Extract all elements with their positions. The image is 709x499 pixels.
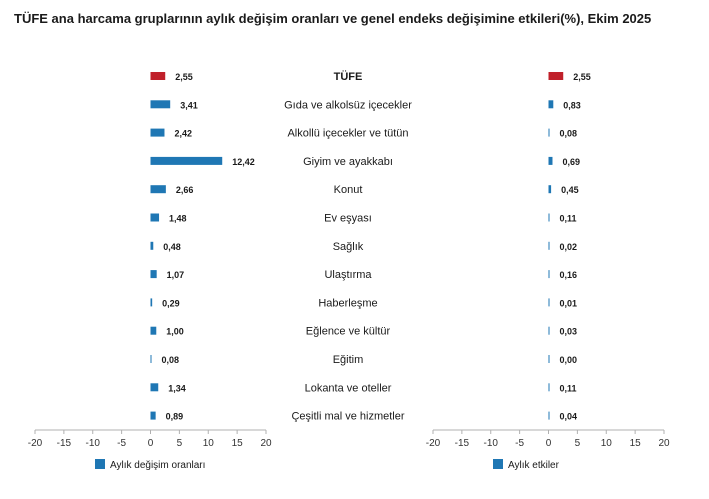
bar [150,241,154,250]
bar-value-label: 0,48 [163,242,181,252]
bar-value-label: 1,00 [166,327,184,337]
right-chart-monthly-effect: -20 -15 -10 -5 0 5 10 15 20 2,55 0,83 0,08 0,69 0,45 0… [426,72,670,471]
x-tick-label: 20 [260,438,272,449]
bar [548,383,550,392]
bar [548,241,550,250]
category-label: Giyim ve ayakkabı [303,156,393,168]
x-tick-label: -5 [515,438,524,449]
x-tick-label: 5 [575,438,581,449]
bar [548,213,550,222]
bar-value-label: 0,11 [560,383,577,393]
x-tick-label: 0 [148,438,154,449]
bar [548,355,550,363]
category-label: Sağlık [333,241,364,253]
bar [548,270,550,279]
x-tick-label: -20 [426,438,441,449]
category-label: Haberleşme [318,297,377,309]
x-tick-label: 10 [601,438,613,449]
bar-value-label: 2,66 [176,185,194,195]
category-label: Konut [334,184,363,196]
bar [548,326,550,335]
bar [150,355,152,363]
x-tick-label: -15 [57,438,72,449]
bar-value-label: 0,69 [562,157,580,167]
bar-value-label: 0,04 [560,412,578,422]
category-label: Ev eşyası [324,213,372,225]
category-labels: TÜFE Gıda ve alkolsüz içecekler Alkollü iç… [284,70,412,423]
bar-value-label: 1,34 [168,383,186,393]
bar-value-label: 0,29 [162,298,180,308]
category-label: Eğitim [333,354,364,366]
bar-value-label: 1,07 [167,270,185,280]
x-tick-label: 0 [546,438,552,449]
bar-value-label: 0,00 [560,355,578,365]
bar [150,270,157,279]
bar [150,72,166,80]
bar-value-label: 0,11 [560,214,577,224]
bar-value-label: 1,48 [169,214,187,224]
category-label: Gıda ve alkolsüz içecekler [284,99,412,111]
bar-value-label: 0,08 [162,355,180,365]
x-tick-label: 5 [177,438,183,449]
x-tick-label: -15 [455,438,470,449]
bar-value-label: 0,83 [563,100,581,110]
bar-value-label: 0,45 [561,185,579,195]
bar-value-label: 12,42 [232,157,255,167]
legend-label: Aylık etkiler [508,460,560,471]
category-label: Ulaştırma [324,269,372,281]
bar-value-label: 0,08 [560,129,578,139]
bar-value-label: 0,02 [560,242,578,252]
bar [150,411,156,420]
bar-value-label: 0,16 [560,270,578,280]
bar-value-label: 2,42 [174,129,192,139]
bar-value-label: 0,89 [166,412,184,422]
bar [548,72,564,80]
legend-label: Aylık değişim oranları [110,460,205,471]
category-label: Eğlence ve kültür [306,326,391,338]
bar [548,298,550,307]
left-chart-monthly-change: -20 -15 -10 -5 0 5 10 15 20 2,55 3,41 2,42 12,42 2,66… [28,72,272,471]
bar [150,213,160,222]
bar-value-label: 0,01 [560,298,578,308]
x-tick-label: 20 [658,438,670,449]
bar-value-label: 2,55 [573,72,591,82]
legend-swatch [493,459,503,469]
bar [548,100,554,109]
bar-value-label: 2,55 [175,72,193,82]
legend-swatch [95,459,105,469]
x-tick-label: -20 [28,438,43,449]
x-tick-label: -5 [117,438,126,449]
bar [548,156,553,165]
x-tick-label: -10 [484,438,499,449]
category-label: Alkollü içecekler ve tütün [287,128,408,140]
chart-title: TÜFE ana harcama gruplarının aylık değiş… [14,11,652,26]
bar [150,298,153,307]
bar [150,383,159,392]
bar [150,156,223,165]
bar [548,411,550,420]
x-tick-label: -10 [86,438,101,449]
x-tick-label: 10 [203,438,215,449]
bar [150,326,157,335]
bar [150,128,165,137]
category-label: TÜFE [334,70,363,83]
bar [548,128,550,137]
bar-value-label: 0,03 [560,327,578,337]
bar [150,185,166,194]
x-tick-label: 15 [630,438,642,449]
category-label: Lokanta ve oteller [305,382,392,394]
bar [150,100,171,109]
category-label: Çeşitli mal ve hizmetler [291,411,404,423]
bar [548,185,552,194]
x-tick-label: 15 [232,438,244,449]
bar-value-label: 3,41 [180,100,198,110]
